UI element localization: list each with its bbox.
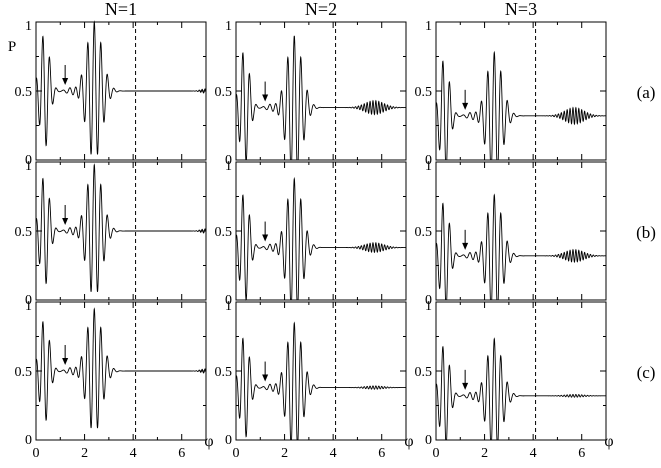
x-tick-label: 4 bbox=[530, 446, 537, 461]
panel-b-N2: 00.51 bbox=[215, 159, 407, 308]
y-tick-label: 0 bbox=[425, 433, 432, 448]
y-tick-label: 0 bbox=[225, 293, 232, 308]
y-tick-label: 0 bbox=[225, 153, 232, 168]
x-tick-label: 0 bbox=[33, 446, 40, 461]
row-label: (a) bbox=[637, 83, 656, 102]
arrow-head bbox=[462, 382, 469, 390]
row-label: (b) bbox=[636, 223, 656, 242]
y-tick-label: 1 bbox=[25, 19, 32, 34]
arrow-head bbox=[62, 218, 69, 225]
arrow-head bbox=[62, 358, 69, 365]
x-tick-label: 0 bbox=[233, 446, 240, 461]
series-line bbox=[235, 176, 407, 301]
y-tick-label: 0 bbox=[25, 153, 32, 168]
x-axis-label: φ bbox=[404, 433, 413, 450]
series-line bbox=[35, 307, 207, 429]
x-axis-label: φ bbox=[204, 433, 213, 450]
y-tick-label: 0.5 bbox=[15, 85, 33, 100]
series-line bbox=[235, 35, 406, 161]
y-tick-label: 0.5 bbox=[215, 365, 233, 380]
panel-c-N2: 0 0.5 1 0 2 4 6 φ bbox=[215, 299, 414, 461]
column-title: N=2 bbox=[305, 0, 337, 19]
panel-b-N3: 00.51 bbox=[415, 159, 607, 308]
annotations: N=1 N=2 N=3 (a) (b) (c) P bbox=[8, 0, 656, 382]
panel-frame bbox=[435, 161, 607, 301]
y-tick-label: 1 bbox=[225, 159, 232, 174]
panel-c-N1: 0 0.5 1 0 2 4 6 φ bbox=[15, 299, 214, 461]
y-tick-label: 1 bbox=[425, 299, 432, 314]
y-tick-label: 0.5 bbox=[215, 85, 233, 100]
y-tick-label: 1 bbox=[25, 159, 32, 174]
x-tick-label: 4 bbox=[330, 446, 337, 461]
arrow-head bbox=[262, 234, 269, 242]
y-tick-label: 0.5 bbox=[15, 225, 33, 240]
series-line bbox=[435, 50, 607, 161]
arrow-head bbox=[462, 102, 469, 110]
y-tick-label: 0 bbox=[25, 433, 32, 448]
arrow-head bbox=[462, 242, 469, 250]
y-axis-label: P bbox=[8, 39, 16, 55]
y-tick-label: 0.5 bbox=[15, 365, 33, 380]
y-tick-label: 0.5 bbox=[215, 225, 233, 240]
arrow-head bbox=[262, 94, 269, 102]
series-line bbox=[35, 163, 207, 293]
y-tick-label: 1 bbox=[25, 299, 32, 314]
series-line bbox=[235, 321, 406, 441]
x-tick-label: 6 bbox=[378, 446, 385, 461]
x-axis-label: φ bbox=[604, 433, 613, 450]
y-tick-label: 0 bbox=[425, 153, 432, 168]
arrow-head bbox=[62, 78, 69, 85]
panel-frame bbox=[235, 161, 407, 301]
y-tick-label: 1 bbox=[225, 19, 232, 34]
y-tick-label: 1 bbox=[425, 159, 432, 174]
y-tick-label: 0.5 bbox=[415, 225, 433, 240]
panel-b-N1: 00.51 bbox=[15, 159, 207, 308]
y-tick-label: 0.5 bbox=[415, 365, 433, 380]
panel-a-N2: 00.51 bbox=[215, 19, 407, 168]
panel-frame bbox=[435, 21, 607, 161]
column-title: N=3 bbox=[505, 0, 537, 19]
panel-a-N1: 00.51 bbox=[15, 19, 207, 168]
panel-c-N3: 0 0.5 1 0 2 4 6 φ bbox=[415, 299, 614, 461]
series-line bbox=[435, 193, 606, 301]
y-tick-label: 1 bbox=[425, 19, 432, 34]
row-label: (c) bbox=[637, 363, 656, 382]
panel-a-N3: 00.51 bbox=[415, 19, 607, 168]
column-title: N=1 bbox=[105, 0, 137, 19]
x-tick-label: 6 bbox=[578, 446, 585, 461]
y-tick-label: 0 bbox=[225, 433, 232, 448]
x-tick-label: 4 bbox=[130, 446, 137, 461]
y-tick-label: 0 bbox=[25, 293, 32, 308]
y-tick-label: 0.5 bbox=[415, 85, 433, 100]
x-tick-label: 0 bbox=[433, 446, 440, 461]
panel-frame bbox=[235, 21, 407, 161]
y-tick-label: 1 bbox=[225, 299, 232, 314]
series-line bbox=[35, 20, 207, 155]
x-tick-label: 2 bbox=[481, 446, 488, 461]
panel-frame bbox=[235, 301, 407, 441]
x-tick-label: 6 bbox=[178, 446, 185, 461]
series-line bbox=[435, 337, 606, 441]
panel-frame bbox=[435, 301, 607, 441]
y-tick-label: 0 bbox=[425, 293, 432, 308]
x-tick-label: 2 bbox=[81, 446, 88, 461]
x-tick-label: 2 bbox=[281, 446, 288, 461]
arrow-head bbox=[262, 374, 269, 382]
